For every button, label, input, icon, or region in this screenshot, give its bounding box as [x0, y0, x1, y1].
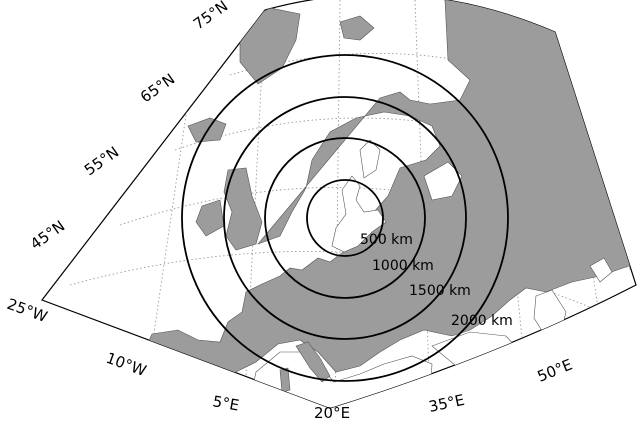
- sea-white-sea: [423, 161, 463, 201]
- lat-label-65n: 65°N: [137, 70, 178, 106]
- range-label-2000: 2000 km: [451, 313, 513, 329]
- range-label-500: 500 km: [360, 232, 413, 248]
- landmass-svalbard: [339, 15, 375, 41]
- lon-label-5e: 5°E: [211, 392, 240, 414]
- lat-label-55n: 55°N: [81, 143, 122, 179]
- range-ring-1500: [223, 96, 467, 340]
- landmass-ireland: [195, 199, 225, 237]
- lon-label-50e: 50°E: [535, 356, 575, 386]
- range-rings: [181, 54, 509, 382]
- range-ring-500: [306, 179, 384, 257]
- lon-label-10w: 10°W: [104, 349, 149, 380]
- lon-label-20e: 20°E: [314, 404, 350, 422]
- lat-label-45n: 45°N: [27, 217, 68, 253]
- landmass-sardinia: [279, 367, 291, 393]
- lon-label-35e: 35°E: [427, 391, 466, 416]
- range-ring-2000: [181, 54, 509, 382]
- range-ring-1000: [264, 137, 426, 299]
- landmass-italy: [295, 341, 331, 383]
- range-ring-labels: 500 km 1000 km 1500 km 2000 km: [360, 232, 513, 329]
- range-label-1000: 1000 km: [372, 258, 434, 274]
- sea-baltic: [331, 175, 387, 253]
- range-label-1500: 1500 km: [409, 283, 471, 299]
- landmass-greenland: [239, 7, 301, 85]
- lat-label-75n: 75°N: [190, 0, 231, 33]
- landmass-great-britain: [223, 167, 263, 251]
- landmass-east-patch: [589, 257, 613, 283]
